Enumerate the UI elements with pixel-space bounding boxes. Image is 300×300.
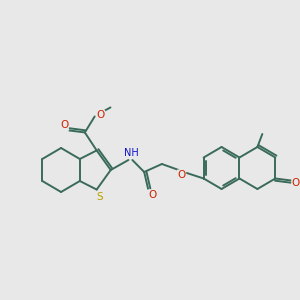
Text: O: O	[97, 110, 105, 120]
Text: O: O	[148, 190, 156, 200]
Text: O: O	[60, 120, 68, 130]
Text: S: S	[96, 192, 103, 202]
Text: NH: NH	[124, 148, 139, 158]
Text: O: O	[292, 178, 300, 188]
Text: O: O	[178, 170, 186, 180]
